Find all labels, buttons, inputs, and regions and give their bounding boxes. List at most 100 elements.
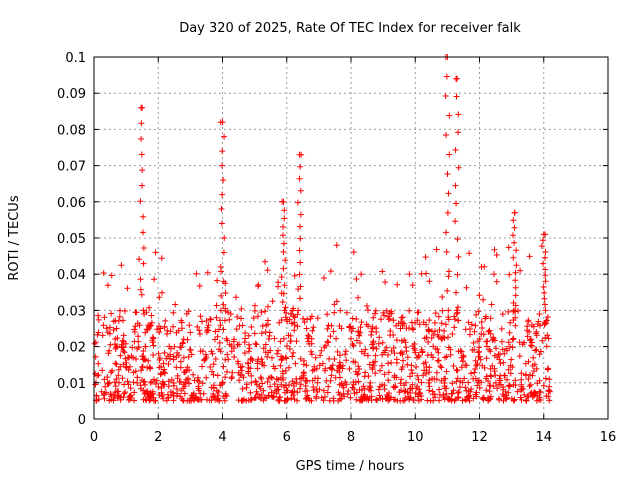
data-point [462,396,468,403]
data-point [140,307,147,314]
data-point [376,392,383,399]
data-point [453,200,460,207]
data-point [180,385,187,392]
data-point [238,372,245,379]
data-point [247,365,254,372]
data-point [147,396,154,403]
data-point [251,330,258,337]
data-point [112,360,119,367]
data-point [409,325,416,332]
data-point [526,383,533,390]
data-point [164,391,171,398]
data-point [542,254,548,261]
data-point [134,345,141,352]
data-point [177,358,184,365]
data-point [410,397,417,404]
data-point [139,364,146,370]
data-point [491,352,498,359]
data-point [199,348,206,355]
data-point [216,346,222,353]
data-point [388,310,395,317]
data-point [267,347,274,354]
data-point [507,370,514,377]
data-point [138,367,145,374]
data-point [289,388,296,395]
data-point [386,390,392,397]
data-point [436,386,443,393]
data-point [158,393,165,400]
data-point [408,367,415,373]
data-point [362,346,369,353]
data-point [540,231,547,238]
data-point [542,272,549,279]
data-point [215,395,222,402]
data-point [525,376,532,383]
data-point [480,331,487,338]
data-point [117,307,123,314]
data-point [310,324,317,331]
data-point [208,348,215,355]
data-point [471,328,478,335]
data-point [498,325,505,332]
data-point [509,344,516,351]
data-point [145,357,152,364]
data-point [139,182,145,189]
data-point [259,380,266,387]
data-point [202,355,209,362]
data-point [296,271,303,278]
data-point [524,333,531,340]
data-point [507,343,513,350]
data-point [225,309,231,316]
data-point [220,326,227,333]
data-point [377,316,384,323]
data-point [510,232,516,239]
data-point [131,389,138,396]
data-point [234,358,241,365]
data-point [173,392,180,399]
data-point [276,394,283,401]
data-point [533,332,540,339]
data-point [505,389,512,396]
data-point [138,120,145,127]
data-point [383,344,390,351]
data-point [538,243,545,250]
data-point [129,344,136,351]
data-point [382,279,389,286]
data-point [350,358,357,365]
data-point [138,291,145,298]
data-point [544,314,551,320]
data-point [117,394,124,401]
data-point [506,329,513,336]
data-point [120,338,127,345]
data-point [365,373,372,380]
data-point [545,335,552,342]
data-point [191,377,198,384]
data-point [183,310,190,317]
data-point [181,369,187,376]
data-point [454,389,461,396]
data-point [476,384,483,391]
data-point [537,348,544,355]
data-point [223,335,230,342]
data-point [324,338,331,345]
data-point [330,395,337,402]
data-point [219,379,226,386]
data-point [207,316,214,322]
data-point [186,380,192,387]
data-point [219,119,226,126]
data-point [518,381,525,388]
data-point [291,272,298,279]
data-point [439,294,446,300]
data-point [434,357,441,364]
data-point [511,396,518,403]
data-point [542,334,549,341]
data-point [440,394,447,400]
data-point [233,326,240,333]
data-point [401,388,408,395]
data-point [302,388,309,395]
data-point [180,354,187,361]
x-tick-label: 8 [347,430,355,445]
data-point [258,330,265,337]
data-point [521,339,528,346]
data-point [153,377,160,384]
